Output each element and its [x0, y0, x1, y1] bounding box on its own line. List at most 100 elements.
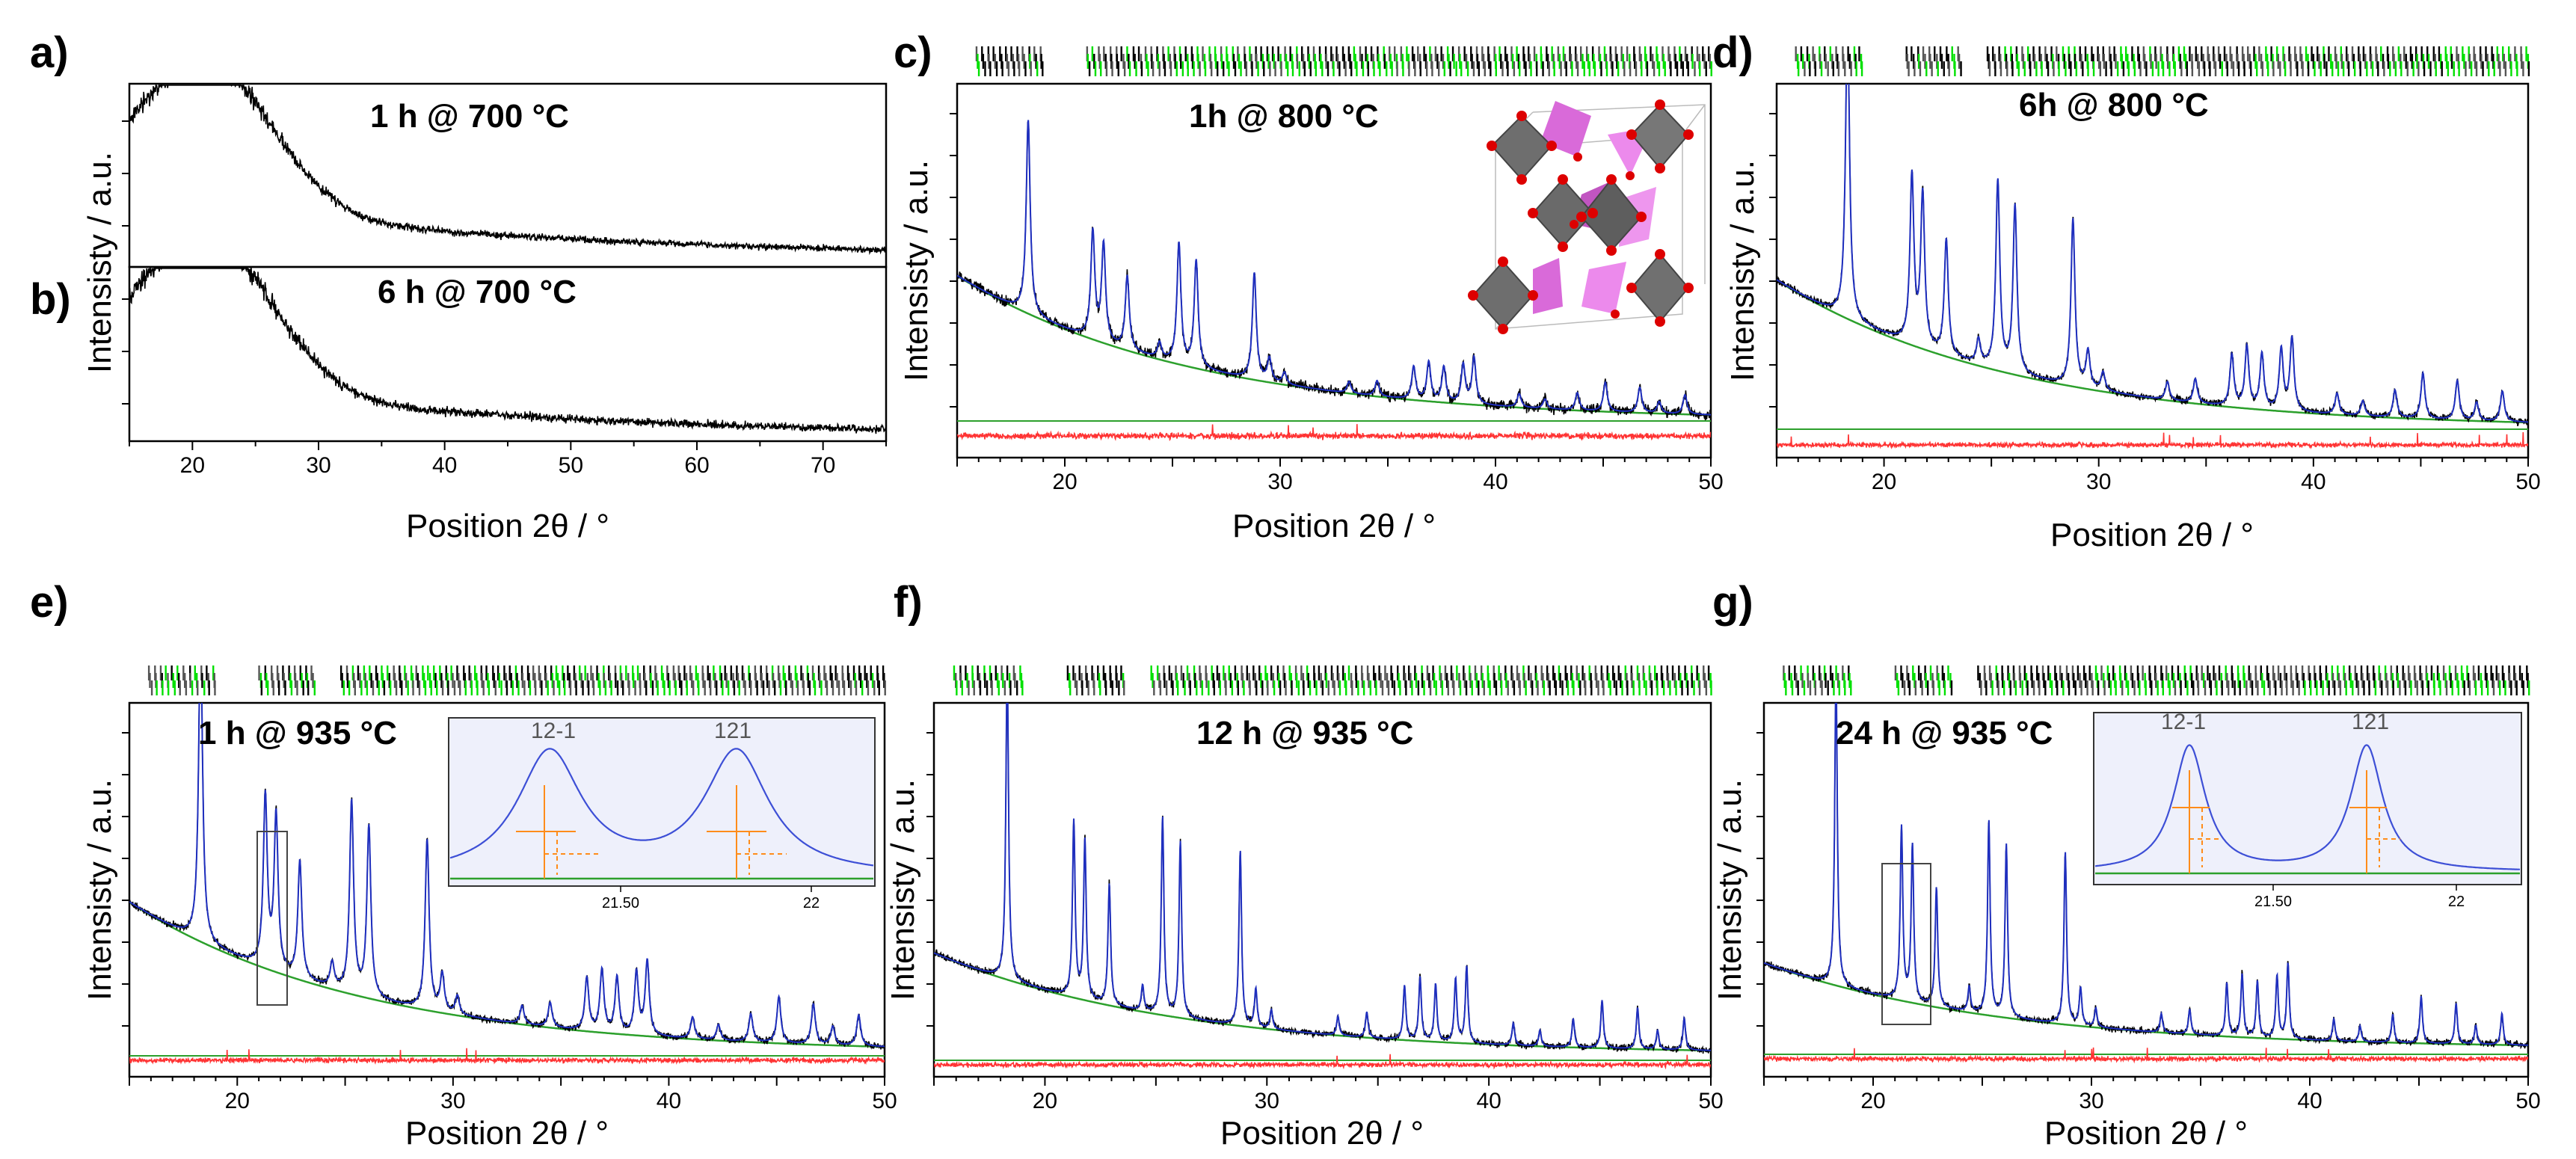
panel-e-xlabel: Position 2θ / ° — [405, 1115, 609, 1152]
panel-g-xtick-label: 20 — [1860, 1089, 1885, 1113]
panel-d-xtick-label: 40 — [2301, 470, 2326, 494]
panel-c-xtick-label: 30 — [1267, 470, 1292, 494]
panel-g-inset-peak-2: 121 — [2352, 710, 2389, 734]
panel-c: c) 1h @ 800 °C — [894, 28, 1724, 544]
panel-g-zoom-box — [1881, 863, 1931, 1025]
panel-g-ylabel: Intensisty / a.u. — [1712, 779, 1748, 1000]
panel-f-observed-trace — [934, 703, 1711, 1054]
panel-f-frame — [932, 701, 1712, 1078]
panel-g-label: g) — [1712, 578, 1753, 627]
panel-d-ylabel: Intensisty / a.u. — [1724, 160, 1761, 381]
panel-c-ylabel: Intensisty / a.u. — [898, 160, 935, 381]
panel-e-xtick-label: 20 — [225, 1089, 250, 1113]
panel-g-title: 24 h @ 935 °C — [1836, 715, 2053, 751]
panel-f-title: 12 h @ 935 °C — [1196, 715, 1413, 751]
panel-g-calculated-trace — [1764, 703, 2528, 1046]
panel-e-label: e) — [30, 578, 69, 627]
panel-g-xtick-label: 30 — [2079, 1089, 2103, 1113]
panel-g-inset-trace — [2094, 744, 2521, 870]
panel-c-yticks — [950, 113, 957, 408]
panel-d-difference-trace — [1777, 431, 2528, 450]
panel-b-xtick-label: 40 — [432, 453, 457, 478]
panel-f-difference-trace — [934, 1054, 1711, 1070]
panel-f-xtick-label: 30 — [1255, 1089, 1279, 1113]
panel-f-calculated-trace — [934, 703, 1711, 1051]
panel-e-xtick-label: 50 — [872, 1089, 897, 1113]
panel-a: a) 1 h @ 700 °C — [30, 28, 888, 268]
panel-e-zoom-inset: 12-1 121 21.50 22 — [448, 717, 876, 911]
panel-d-calculated-trace — [1777, 84, 2528, 423]
panel-d-label: d) — [1712, 28, 1753, 77]
panel-b-observed-trace — [129, 266, 887, 434]
panel-g-inset-xtick-2: 22 — [2448, 894, 2465, 910]
panel-e-inset-xtick-2: 22 — [803, 895, 820, 911]
panel-g-yticks — [1756, 732, 1764, 1027]
panel-c-calculated-trace — [957, 120, 1711, 416]
panel-e-zoom-box — [256, 831, 288, 1006]
panel-d: d) 6h @ 800 °C 20 30 40 50 Position 2θ / ° … — [1712, 28, 2541, 553]
panel-f-reflection-markers — [953, 665, 1712, 695]
panel-a-observed-trace — [129, 83, 887, 256]
panel-e-background-trace — [129, 901, 885, 1048]
panel-f-xtick-label: 50 — [1698, 1089, 1723, 1113]
panel-g-inset-xtick-1: 21.50 — [2254, 894, 2292, 910]
panel-f-xtick-label: 20 — [1033, 1089, 1057, 1113]
panel-c-xlabel: Position 2θ / ° — [1232, 508, 1436, 544]
panel-d-yticks — [1769, 113, 1777, 408]
panel-g-xaxis: 20 30 40 50 — [1763, 1077, 2541, 1113]
panel-e-xtick-label: 40 — [657, 1089, 681, 1113]
panel-e-xaxis: 20 30 40 50 — [129, 1077, 897, 1113]
panel-c-xtick-label: 50 — [1698, 470, 1723, 494]
panel-g-zoom-inset: 12-1 121 21.50 22 — [2093, 710, 2522, 910]
panel-b-xtick-label: 60 — [684, 453, 709, 478]
panel-d-reflection-markers — [1795, 46, 2530, 76]
crystal-structure-image — [1466, 88, 1706, 335]
panel-e-ylabel: Intensisty / a.u. — [82, 779, 118, 1000]
panel-d-xlabel: Position 2θ / ° — [2050, 517, 2254, 553]
panel-d-frame — [1775, 82, 2530, 459]
panel-b-xlabel: Position 2θ / ° — [406, 508, 609, 544]
panel-c-xaxis: 20 30 40 50 — [956, 458, 1724, 494]
panel-a-label: a) — [30, 28, 69, 77]
panel-f-xtick-label: 40 — [1476, 1089, 1501, 1113]
panel-e-inset-trace — [449, 748, 874, 867]
panel-g-difference-trace — [1764, 1047, 2528, 1064]
panel-e-yticks — [122, 732, 129, 1027]
panel-e-reflection-markers — [147, 665, 886, 695]
panel-e-calculated-trace — [129, 703, 885, 1048]
panel-g-xlabel: Position 2θ / ° — [2044, 1115, 2248, 1152]
panel-g-inset-hkl-markers — [2172, 770, 2400, 873]
panel-c-xtick-label: 40 — [1483, 470, 1507, 494]
panel-b-xtick-label: 20 — [180, 453, 205, 478]
panel-b-xtick-label: 70 — [811, 453, 835, 478]
panel-c-reflection-markers — [975, 46, 1712, 76]
panel-b-xaxis: 20 30 40 50 60 70 — [129, 441, 887, 478]
panel-e-xtick-label: 30 — [440, 1089, 465, 1113]
panel-b: b) 6 h @ 700 °C 20 30 40 50 60 70 Position 2θ… — [30, 265, 888, 544]
panel-d-xaxis: 20 30 40 50 — [1776, 458, 2541, 494]
panel-f-yticks — [926, 732, 934, 1027]
panel-f-label: f) — [894, 578, 923, 627]
panel-b-label: b) — [30, 275, 71, 324]
panel-e-difference-trace — [129, 1048, 885, 1066]
panel-e-inset-hkl-markers — [516, 785, 787, 879]
panel-c-xtick-label: 20 — [1052, 470, 1077, 494]
panel-d-xtick-label: 20 — [1872, 470, 1896, 494]
panel-g-reflection-markers — [1783, 665, 2530, 695]
panel-a-yticks — [122, 120, 129, 227]
panel-b-xtick-label: 50 — [559, 453, 583, 478]
panel-b-title: 6 h @ 700 °C — [378, 274, 577, 310]
panel-b-yticks — [122, 298, 129, 405]
panel-g-inset-peak-1: 12-1 — [2161, 710, 2206, 734]
panel-e-inset-xtick-1: 21.50 — [602, 895, 639, 911]
panel-g-xtick-label: 50 — [2515, 1089, 2540, 1113]
panel-e: e) 1 h @ 935 °C 12-1 121 21.50 — [30, 578, 897, 1152]
panel-f: f) 12 h @ 935 °C 20 30 40 50 Position 2θ / … — [885, 578, 1724, 1152]
panel-d-title: 6h @ 800 °C — [2019, 87, 2209, 123]
panel-g-xtick-label: 40 — [2297, 1089, 2322, 1113]
panel-c-label: c) — [894, 28, 932, 77]
panel-b-xtick-label: 30 — [306, 453, 331, 478]
panel-f-ylabel: Intensisty / a.u. — [885, 779, 921, 1000]
panel-ab-ylabel: Intensisty / a.u. — [82, 152, 118, 373]
